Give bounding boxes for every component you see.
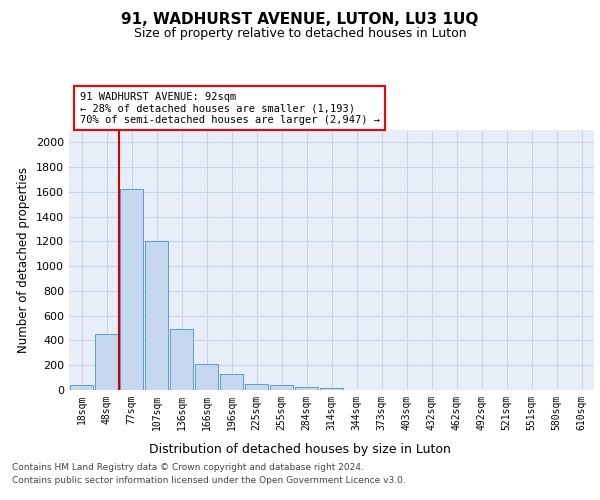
Bar: [95, 334, 118, 390]
Bar: [245, 384, 268, 390]
Text: Contains HM Land Registry data © Crown copyright and database right 2024.: Contains HM Land Registry data © Crown c…: [12, 462, 364, 471]
Bar: [195, 364, 218, 390]
Bar: [220, 374, 243, 390]
Y-axis label: Number of detached properties: Number of detached properties: [17, 167, 31, 353]
Bar: [170, 330, 193, 390]
Bar: [295, 387, 318, 390]
Bar: [270, 385, 293, 390]
Bar: [120, 190, 143, 390]
Text: 91 WADHURST AVENUE: 92sqm
← 28% of detached houses are smaller (1,193)
70% of se: 91 WADHURST AVENUE: 92sqm ← 28% of detac…: [79, 92, 380, 125]
Text: Distribution of detached houses by size in Luton: Distribution of detached houses by size …: [149, 442, 451, 456]
Text: Contains public sector information licensed under the Open Government Licence v3: Contains public sector information licen…: [12, 476, 406, 485]
Text: 91, WADHURST AVENUE, LUTON, LU3 1UQ: 91, WADHURST AVENUE, LUTON, LU3 1UQ: [121, 12, 479, 28]
Bar: [70, 385, 93, 390]
Bar: [145, 242, 168, 390]
Bar: [320, 388, 343, 390]
Text: Size of property relative to detached houses in Luton: Size of property relative to detached ho…: [134, 28, 466, 40]
